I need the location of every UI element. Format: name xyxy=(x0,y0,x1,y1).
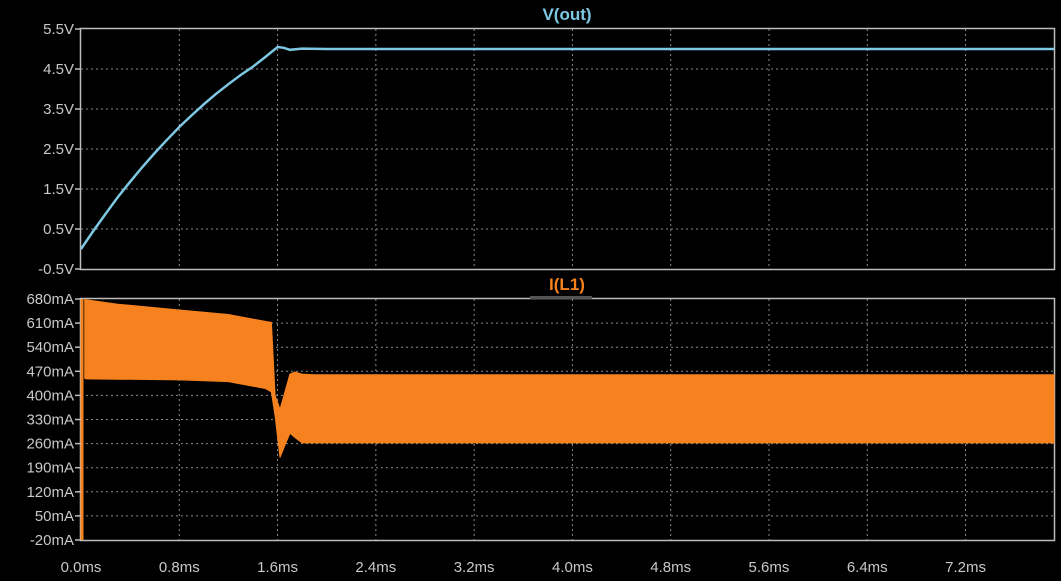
y-tick-label: 4.5V xyxy=(43,61,74,78)
y-tick-label: 120mA xyxy=(26,484,74,501)
y-tick-label: -0.5V xyxy=(38,261,74,278)
il1-trace-group xyxy=(80,298,1055,540)
y-tick-label: 680mA xyxy=(26,291,74,308)
time-axis-ticks: 0.0ms 0.8ms 1.6ms 2.4ms 3.2ms 4.0ms 4.8ms 5.6ms… xyxy=(61,559,986,576)
y-tick-label: 2.5V xyxy=(43,141,74,158)
y-tick-label: 400mA xyxy=(26,387,74,404)
il1-y-ticks: 680mA 610mA 540mA 470mA 400mA 330mA 260mA 190mA… xyxy=(26,291,81,549)
y-tick-label: 0.5V xyxy=(43,221,74,238)
x-tick-label: 4.0ms xyxy=(552,559,593,576)
il1-pane: I(L1) 680mA 610mA 540mA 470mA 400mA 330mA 260m… xyxy=(26,275,1056,549)
y-tick-label: 3.5V xyxy=(43,101,74,118)
il1-envelope xyxy=(84,298,1055,458)
y-tick-label: 1.5V xyxy=(43,181,74,198)
vout-trace xyxy=(79,45,1054,250)
il1-title[interactable]: I(L1) xyxy=(549,275,585,294)
y-tick-label: 610mA xyxy=(26,315,74,332)
y-tick-label: 190mA xyxy=(26,460,74,477)
vout-title[interactable]: V(out) xyxy=(542,5,591,24)
x-tick-label: 2.4ms xyxy=(355,559,396,576)
vout-grid xyxy=(81,29,1054,269)
vout-pane: V(out) 5.5V 4.5V 3.5V 2.5V 1.5V 0.5V -0.5V xyxy=(38,5,1056,278)
x-tick-label: 4.8ms xyxy=(650,559,691,576)
y-tick-label: 540mA xyxy=(26,339,74,356)
y-tick-label: -20mA xyxy=(30,532,74,549)
x-tick-label: 5.6ms xyxy=(749,559,790,576)
y-tick-label: 50mA xyxy=(35,508,74,525)
y-tick-label: 260mA xyxy=(26,436,74,453)
vout-y-ticks: 5.5V 4.5V 3.5V 2.5V 1.5V 0.5V -0.5V xyxy=(38,21,81,278)
x-tick-label: 7.2ms xyxy=(945,559,986,576)
x-tick-label: 0.8ms xyxy=(159,559,200,576)
x-tick-label: 6.4ms xyxy=(847,559,888,576)
x-tick-label: 3.2ms xyxy=(454,559,495,576)
vout-trace-group xyxy=(79,45,1054,250)
il1-title-tab xyxy=(530,296,592,299)
y-tick-label: 5.5V xyxy=(43,21,74,38)
x-tick-label: 1.6ms xyxy=(257,559,298,576)
y-tick-label: 330mA xyxy=(26,412,74,429)
y-tick-label: 470mA xyxy=(26,363,74,380)
x-tick-label: 0.0ms xyxy=(61,559,102,576)
